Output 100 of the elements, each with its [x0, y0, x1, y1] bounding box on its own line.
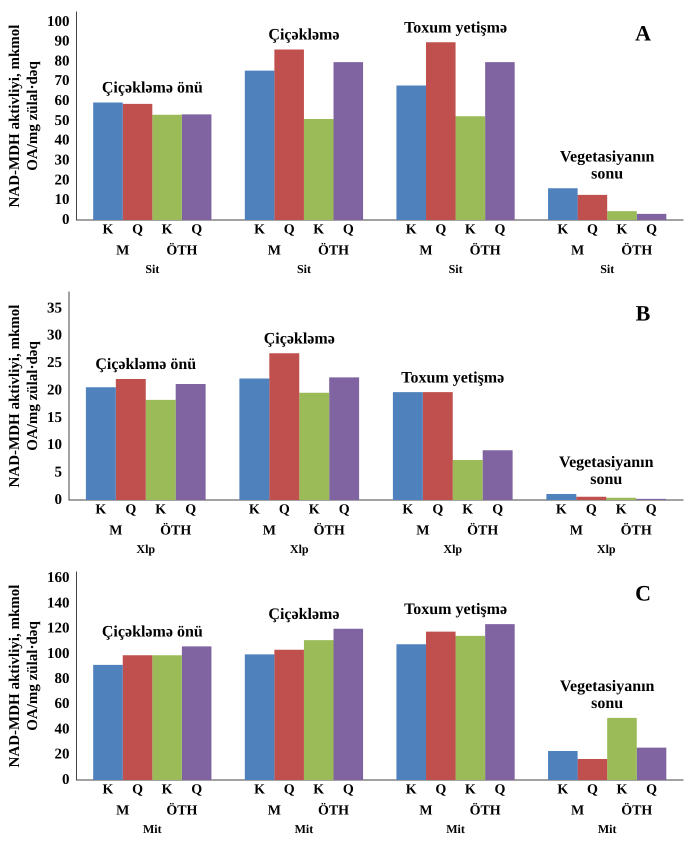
- bar: [244, 654, 274, 780]
- text: ÖTH: [314, 524, 345, 539]
- bar: [146, 400, 176, 500]
- bar: [576, 496, 606, 500]
- x-tick-label: Toxum yetişmə: [404, 19, 508, 36]
- series-label: K: [162, 222, 173, 238]
- text: ÖTH: [470, 244, 501, 259]
- text: Q: [432, 502, 444, 518]
- text: M: [419, 244, 433, 259]
- bar: [456, 636, 486, 780]
- bar: [86, 387, 116, 500]
- bar: [548, 188, 578, 220]
- text: M: [116, 244, 130, 259]
- text: ÖTH: [620, 524, 652, 539]
- y-tick-label: 120: [47, 620, 70, 637]
- y-tick-label: 80: [54, 671, 70, 688]
- bar: [485, 62, 515, 220]
- y-tick-label: 100: [47, 646, 70, 662]
- bar: [422, 392, 453, 500]
- bar: [304, 640, 334, 780]
- bar: [607, 718, 637, 780]
- series-label: K: [95, 502, 106, 518]
- series-label: K: [102, 782, 114, 798]
- text: K: [254, 222, 266, 238]
- text: Q: [646, 502, 657, 518]
- text: M: [109, 524, 122, 539]
- text: K: [556, 502, 567, 518]
- y-tick-label: 70: [54, 73, 70, 90]
- text: Sit: [600, 262, 614, 276]
- text: Q: [494, 222, 506, 238]
- x-tick-label: Çiçəkləmə: [264, 330, 335, 348]
- y-tick-label: 60: [54, 93, 70, 110]
- text: ÖTH: [318, 804, 350, 819]
- chart-title: A: [635, 20, 652, 46]
- text: Q: [338, 502, 350, 518]
- text: Mit: [294, 822, 314, 836]
- x-tick-label: Vegetasiyanın sonu: [558, 454, 654, 488]
- text: K: [616, 502, 627, 518]
- y-tick-label: 20: [54, 172, 70, 188]
- y-axis-title: NAD-MDH aktivliyi, mkmol OA/mg zülal·dəq: [6, 24, 41, 208]
- text: M: [570, 524, 583, 539]
- bar: [182, 114, 212, 220]
- bar: [456, 116, 486, 220]
- text: M: [571, 244, 584, 259]
- text: Mit: [446, 822, 465, 836]
- y-tick-label: 0: [62, 772, 70, 788]
- text: ÖTH: [621, 244, 652, 259]
- y-tick-label: 90: [54, 34, 70, 50]
- bar: [578, 758, 608, 780]
- x-tick-label: Çiçəkləmə: [268, 606, 340, 623]
- y-tick-label: 160: [47, 570, 70, 586]
- text: K: [313, 782, 324, 798]
- x-tick-label: Çiçəkləmə: [268, 26, 340, 44]
- chart-title: B: [636, 300, 651, 326]
- y-axis-title: NAD-MDH aktivliyi, mkmol OA/mg zülal·dəq: [6, 584, 41, 768]
- bar: [93, 664, 123, 780]
- series-label: Q: [132, 222, 144, 238]
- text: ÖTH: [166, 242, 198, 259]
- series-label: K: [155, 502, 166, 518]
- bar: [485, 624, 515, 780]
- bar: [239, 378, 270, 500]
- text: Xlp: [136, 542, 156, 556]
- x-tick-label: Vegetasiyanın sonu: [560, 148, 655, 182]
- text: M: [571, 804, 584, 819]
- text: Q: [492, 502, 504, 518]
- y-tick-label: 25: [47, 355, 62, 372]
- bar: [636, 748, 666, 780]
- series-label: Q: [125, 502, 136, 518]
- text: Sit: [296, 262, 311, 276]
- text: Q: [284, 782, 295, 798]
- text: K: [557, 782, 568, 798]
- bar: [274, 49, 304, 220]
- bar: [396, 644, 426, 780]
- series-label: Q: [185, 502, 196, 518]
- y-tick-label: 20: [47, 382, 62, 398]
- y-tick-label: 40: [54, 721, 70, 738]
- bar: [578, 194, 608, 220]
- text: Q: [342, 782, 354, 798]
- bar: [636, 214, 666, 220]
- y-tick-label: 0: [54, 492, 62, 508]
- y-tick-label: 0: [62, 212, 70, 228]
- series-label: Q: [191, 222, 202, 238]
- x-tick-label: Vegetasiyanın sonu: [560, 678, 655, 712]
- text: Mit: [142, 822, 162, 836]
- text: K: [616, 782, 628, 798]
- y-axis-title: NAD-MDH aktivliyi, mkmol OA/mg zülal·dəq: [6, 304, 41, 488]
- text: M: [268, 244, 281, 259]
- bar: [152, 114, 182, 220]
- bar: [548, 751, 578, 780]
- x-tick-label: Çiçəkləmə önü: [102, 624, 203, 641]
- x-tick-label: Çiçəkləmə önü: [102, 80, 203, 97]
- bar: [274, 650, 304, 780]
- text: K: [402, 502, 414, 518]
- text: ÖTH: [467, 524, 498, 539]
- bar: [426, 632, 456, 780]
- bar: [93, 102, 123, 220]
- text: ÖTH: [160, 522, 192, 539]
- bar: [182, 646, 212, 780]
- bar: [152, 655, 182, 780]
- text: Q: [586, 782, 598, 798]
